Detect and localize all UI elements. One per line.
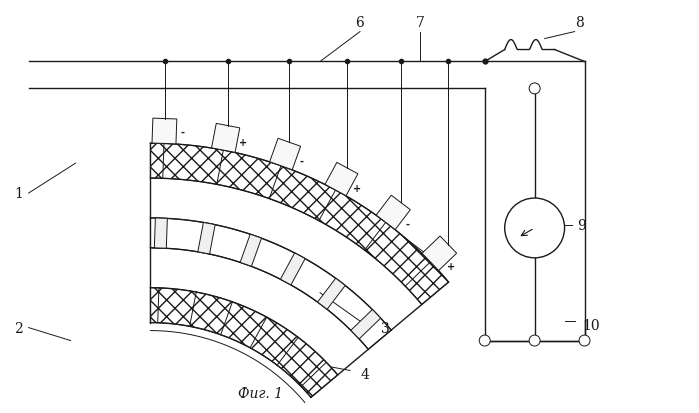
Polygon shape [351, 310, 381, 339]
Text: 7: 7 [415, 16, 424, 30]
Text: 3: 3 [380, 321, 389, 335]
Polygon shape [154, 218, 167, 249]
Text: 8: 8 [575, 16, 584, 30]
Polygon shape [280, 253, 305, 285]
Text: +: + [239, 138, 247, 147]
Text: 9: 9 [577, 218, 586, 233]
Text: 6: 6 [356, 16, 364, 30]
Text: 5: 5 [433, 251, 442, 265]
Text: 1: 1 [14, 187, 23, 201]
Text: 4: 4 [361, 368, 369, 382]
Text: -: - [180, 128, 185, 138]
Polygon shape [150, 218, 391, 349]
Polygon shape [422, 236, 456, 271]
Polygon shape [376, 196, 410, 230]
Polygon shape [317, 278, 345, 309]
Text: -: - [300, 156, 304, 166]
Text: +: + [447, 262, 456, 272]
Circle shape [505, 199, 565, 258]
Polygon shape [240, 235, 261, 267]
Polygon shape [152, 119, 177, 145]
Text: -: - [405, 219, 410, 229]
Polygon shape [150, 288, 338, 397]
Text: 10: 10 [583, 318, 600, 332]
Circle shape [579, 335, 590, 346]
Text: +: + [353, 183, 361, 194]
Text: 2: 2 [14, 321, 23, 335]
Text: Фиг. 1: Фиг. 1 [238, 387, 282, 400]
Polygon shape [198, 223, 215, 254]
Circle shape [529, 335, 540, 346]
Circle shape [480, 335, 490, 346]
Polygon shape [150, 144, 449, 305]
Circle shape [529, 84, 540, 95]
Polygon shape [325, 163, 358, 196]
Polygon shape [212, 124, 240, 153]
Polygon shape [270, 139, 301, 170]
